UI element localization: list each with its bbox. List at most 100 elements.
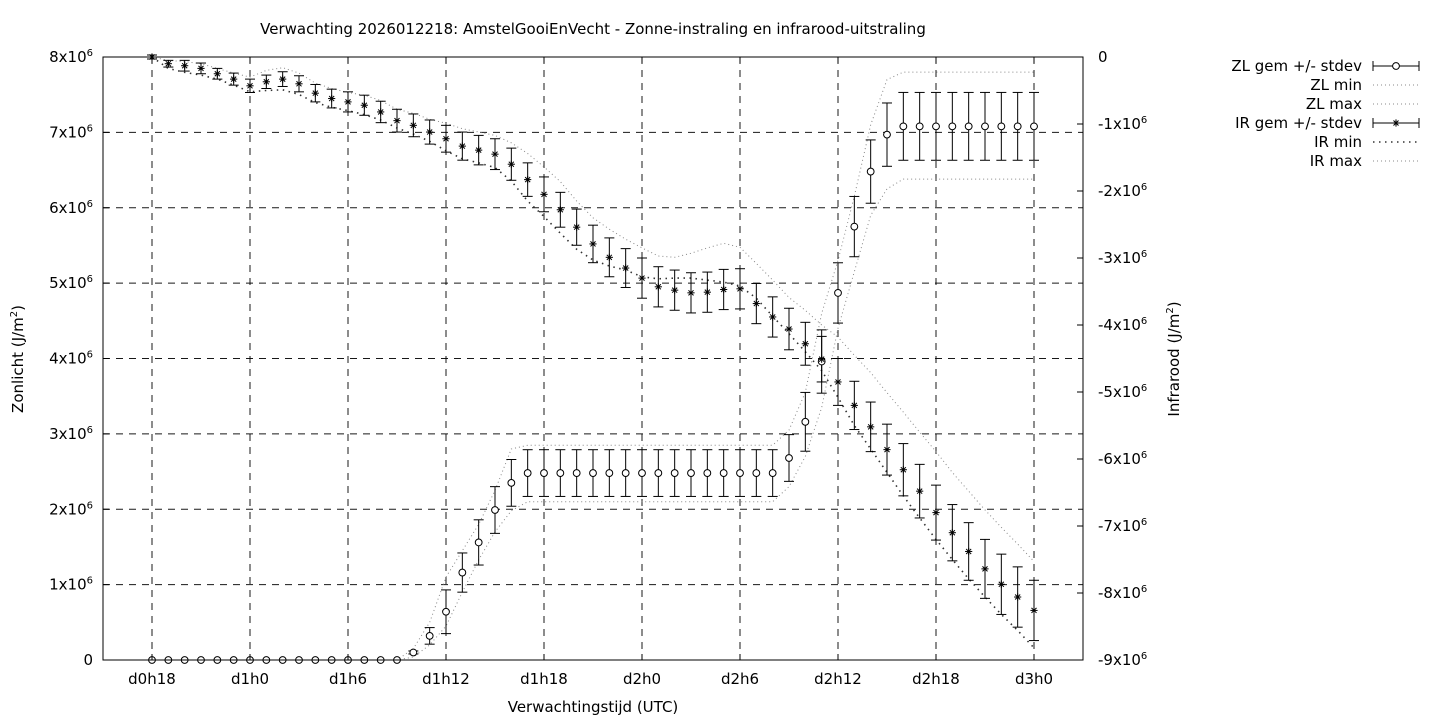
ir-mean-point <box>442 135 450 143</box>
y-left-tick-label: 8x106 <box>49 48 93 66</box>
zl-mean-point <box>425 631 434 640</box>
ir-mean-point <box>164 60 172 68</box>
ir-mean-point <box>818 355 826 363</box>
legend-label: IR min <box>1314 133 1362 151</box>
zl-mean-point <box>981 122 989 131</box>
zl-mean-point <box>768 469 777 477</box>
ir-mean-point <box>475 146 483 154</box>
ir-mean-point <box>409 121 417 129</box>
ir-min-line <box>151 56 1035 649</box>
x-tick-label: d2h12 <box>814 670 862 688</box>
ir-mean-point <box>507 160 515 168</box>
ir-mean-point <box>540 190 548 198</box>
ir-mean-point <box>752 299 760 308</box>
minmax-lines <box>151 56 1035 661</box>
y-left-tick-label: 5x106 <box>49 274 93 292</box>
zl-mean-point <box>540 469 548 477</box>
zl-mean-point <box>572 469 581 477</box>
ir-mean-point <box>311 89 319 97</box>
x-tick-label: d1h18 <box>520 670 568 688</box>
y-left-tick-label: 4x106 <box>49 350 93 368</box>
zl-mean-point <box>491 506 499 514</box>
ir-mean-point <box>230 75 238 83</box>
ir-mean-point <box>622 264 630 272</box>
x-tick-label: d3h0 <box>1015 670 1053 688</box>
y-axis-label-left: Zonlicht (J/m2) <box>9 305 27 413</box>
zl-mean-point <box>997 122 1006 131</box>
ir-mean-point <box>736 285 744 293</box>
zl-mean-point <box>752 469 761 477</box>
zl-mean-point <box>654 469 663 477</box>
zl-mean-point <box>785 454 793 462</box>
ir-mean-point <box>360 101 368 109</box>
zl-mean-point <box>523 469 532 477</box>
zl-mean-point <box>703 469 712 477</box>
zl-mean-point <box>458 568 467 577</box>
y-right-tick-label: -9x106 <box>1098 651 1147 669</box>
ir-mean-point <box>197 64 205 72</box>
zl-mean-point <box>442 607 450 616</box>
zl-mean-point <box>915 122 924 131</box>
y-left-tick-label: 6x106 <box>49 199 93 217</box>
ir-mean-point <box>867 423 875 431</box>
ir-mean-point <box>491 150 499 158</box>
zl-mean-point <box>1030 122 1038 131</box>
zl-mean-point <box>801 417 810 426</box>
y-left-tick-label: 0 <box>83 651 93 669</box>
ir-mean-point <box>213 70 221 78</box>
tick-labels: d0h18 d1h0 d1h6 d1h12 d1h18 d2h0 d2h6 d2h12 d2h1… <box>49 48 1147 688</box>
ir-mean-point <box>687 289 695 297</box>
ir-mean-point <box>589 240 597 248</box>
ir-mean-point <box>377 108 385 116</box>
ir-mean-point <box>981 565 989 573</box>
ir-mean-point <box>344 98 352 106</box>
ir-mean-point <box>1030 606 1038 615</box>
axis-ticks <box>103 56 1083 661</box>
x-tick-label: d1h12 <box>422 670 470 688</box>
zl-mean-point <box>736 469 744 477</box>
zl-mean-point <box>409 648 418 657</box>
ir-mean-point <box>703 288 711 296</box>
ir-mean-point <box>932 509 940 517</box>
ir-mean-point <box>997 580 1005 588</box>
ir-mean-point <box>181 62 189 70</box>
ir-mean-point <box>426 128 434 136</box>
ir-mean-point <box>573 223 581 231</box>
ir-mean-point <box>556 206 564 214</box>
ir-mean-point <box>524 176 532 184</box>
ir-mean-point <box>899 466 907 474</box>
zl-mean-point <box>899 122 908 131</box>
zl-mean-point <box>850 222 859 231</box>
ir-mean-point <box>458 142 466 150</box>
x-tick-label: d2h6 <box>721 670 759 688</box>
y-right-tick-label: 0 <box>1098 48 1108 66</box>
y-right-tick-label: -3x106 <box>1098 249 1147 267</box>
y-left-tick-label: 2x106 <box>49 500 93 518</box>
ir-mean-point <box>295 80 303 88</box>
ir-mean-point <box>801 340 809 348</box>
zl-mean-point <box>883 130 891 139</box>
zl-mean-point <box>834 289 842 297</box>
y-right-tick-label: -8x106 <box>1098 584 1147 602</box>
ir-max-line <box>151 56 1035 562</box>
ir-mean-point <box>769 313 777 321</box>
legend-label: ZL gem +/- stdev <box>1231 57 1362 75</box>
zl-mean-point <box>621 469 630 477</box>
zl-mean-point <box>474 538 483 547</box>
ir-mean-point <box>965 547 973 556</box>
ir-mean-point <box>654 283 662 291</box>
ir-mean-point <box>605 253 613 261</box>
y-left-tick-label: 7x106 <box>49 123 93 141</box>
ir-mean-point <box>262 78 270 86</box>
data-markers <box>148 53 1038 664</box>
y-right-tick-label: -6x106 <box>1098 450 1147 468</box>
ir-mean-point <box>785 325 793 333</box>
error-bars <box>147 54 1039 655</box>
zl-mean-point <box>964 122 973 131</box>
legend-label: IR gem +/- stdev <box>1235 114 1362 132</box>
ir-mean-point <box>328 94 336 103</box>
x-tick-label: d1h0 <box>231 670 269 688</box>
y-right-tick-label: -1x106 <box>1098 115 1147 133</box>
zl-mean-point <box>556 469 565 477</box>
